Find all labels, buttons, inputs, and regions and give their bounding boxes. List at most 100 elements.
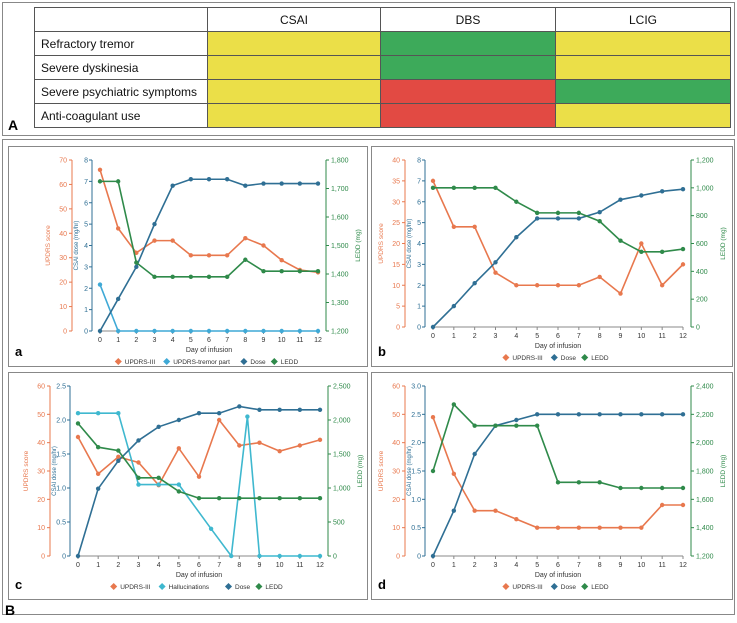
legend-marker: [114, 357, 122, 365]
left-axis-tick-label: 60: [59, 182, 67, 189]
mid-axis-tick-label: 0: [84, 329, 88, 336]
right-axis-tick-label: 500: [333, 520, 345, 527]
x-axis-tick-label: 1: [116, 337, 120, 344]
left-axis-tick-label: 25: [392, 220, 400, 227]
legend-label: UPDRS-III: [125, 359, 156, 365]
x-axis-tick-label: 0: [431, 562, 435, 569]
data-point: [680, 412, 686, 417]
data-point: [170, 328, 175, 334]
data-point: [680, 485, 686, 491]
column-header: CSAI: [207, 7, 381, 32]
color-cell-yellow: [207, 55, 381, 80]
data-point: [243, 183, 248, 188]
x-axis-title: Day of infusion: [176, 572, 222, 579]
data-point: [152, 221, 157, 227]
data-point: [680, 502, 686, 508]
left-axis-tick-label: 40: [37, 440, 45, 447]
data-point: [245, 414, 250, 419]
data-point: [206, 328, 212, 334]
data-point: [493, 185, 498, 191]
data-point: [493, 270, 498, 275]
data-point: [472, 224, 477, 229]
data-point: [188, 328, 194, 334]
data-point: [277, 448, 282, 454]
data-point: [216, 496, 222, 501]
mid-axis-tick-label: 0.5: [56, 520, 66, 527]
x-axis-tick-label: 2: [473, 333, 477, 340]
table-row: Anti-coagulant use: [34, 103, 731, 128]
x-axis-tick-label: 8: [237, 562, 241, 569]
table-row: Severe dyskinesia: [34, 55, 731, 80]
left-axis-title: UPDRS score: [378, 450, 385, 491]
left-axis-tick-label: 35: [392, 178, 400, 185]
panel-a-label: A: [8, 117, 19, 133]
right-axis-tick-label: 1,600: [331, 215, 349, 222]
data-point: [115, 328, 121, 334]
data-point: [597, 525, 602, 530]
data-point: [639, 241, 644, 246]
x-axis-tick-label: 7: [577, 562, 581, 569]
data-point: [224, 274, 230, 280]
right-axis-tick-label: 1,700: [331, 186, 349, 193]
legend-marker: [581, 353, 589, 362]
data-point: [493, 508, 498, 513]
data-point: [136, 475, 141, 480]
x-axis-tick-label: 8: [598, 333, 602, 340]
data-point: [430, 468, 436, 474]
color-cell-yellow: [555, 31, 731, 56]
x-axis-tick-label: 10: [637, 562, 645, 569]
data-point: [317, 496, 323, 501]
mid-axis-tick-label: 1.0: [56, 486, 66, 493]
data-point: [156, 482, 161, 487]
chart-panel-letter: b: [378, 344, 386, 359]
data-point: [315, 181, 321, 186]
mid-axis-tick-label: 1.5: [56, 452, 66, 459]
data-point: [555, 480, 561, 485]
x-axis-tick-label: 10: [637, 333, 645, 340]
data-point: [136, 460, 141, 465]
data-point: [451, 508, 457, 513]
chart-panel-letter: d: [378, 577, 386, 592]
right-axis-tick-label: 1,200: [331, 329, 349, 336]
data-point: [152, 328, 157, 334]
legend-label: Dose: [235, 584, 251, 591]
color-cell-yellow: [207, 79, 381, 104]
mid-axis-tick-label: 2.0: [411, 440, 421, 447]
data-point: [618, 412, 623, 417]
data-point: [659, 249, 665, 255]
data-point: [237, 496, 242, 501]
left-axis-tick-label: 40: [392, 440, 400, 447]
data-point: [514, 417, 519, 423]
right-axis-tick-label: 2,500: [333, 384, 351, 391]
data-point: [576, 216, 582, 221]
data-point: [659, 485, 665, 491]
data-point: [472, 185, 477, 191]
series-line-dose: [77, 405, 320, 557]
mid-axis-tick-label: 2: [84, 286, 88, 293]
data-point: [188, 274, 194, 280]
legend-marker: [158, 582, 166, 591]
data-point: [430, 553, 436, 559]
legend-marker: [550, 353, 558, 362]
color-cell-green: [380, 31, 556, 56]
legend-label: Dose: [250, 359, 266, 365]
data-point: [451, 185, 457, 191]
data-point: [317, 407, 323, 412]
data-point: [257, 553, 262, 559]
legend-marker: [240, 357, 248, 365]
column-header: DBS: [380, 7, 556, 32]
data-point: [514, 283, 519, 288]
x-axis-tick-label: 11: [659, 562, 666, 569]
right-axis-tick-label: 200: [696, 297, 708, 304]
data-point: [277, 407, 282, 412]
x-axis-tick-label: 6: [556, 562, 560, 569]
data-point: [493, 260, 498, 265]
chart-panel-letter: c: [15, 577, 22, 592]
data-point: [297, 553, 303, 559]
table-row: Severe psychiatric symptoms: [34, 79, 731, 104]
x-axis-tick-label: 8: [598, 562, 602, 569]
data-point: [115, 226, 121, 231]
data-point: [514, 235, 519, 240]
left-axis-title: UPDRS score: [23, 450, 30, 491]
